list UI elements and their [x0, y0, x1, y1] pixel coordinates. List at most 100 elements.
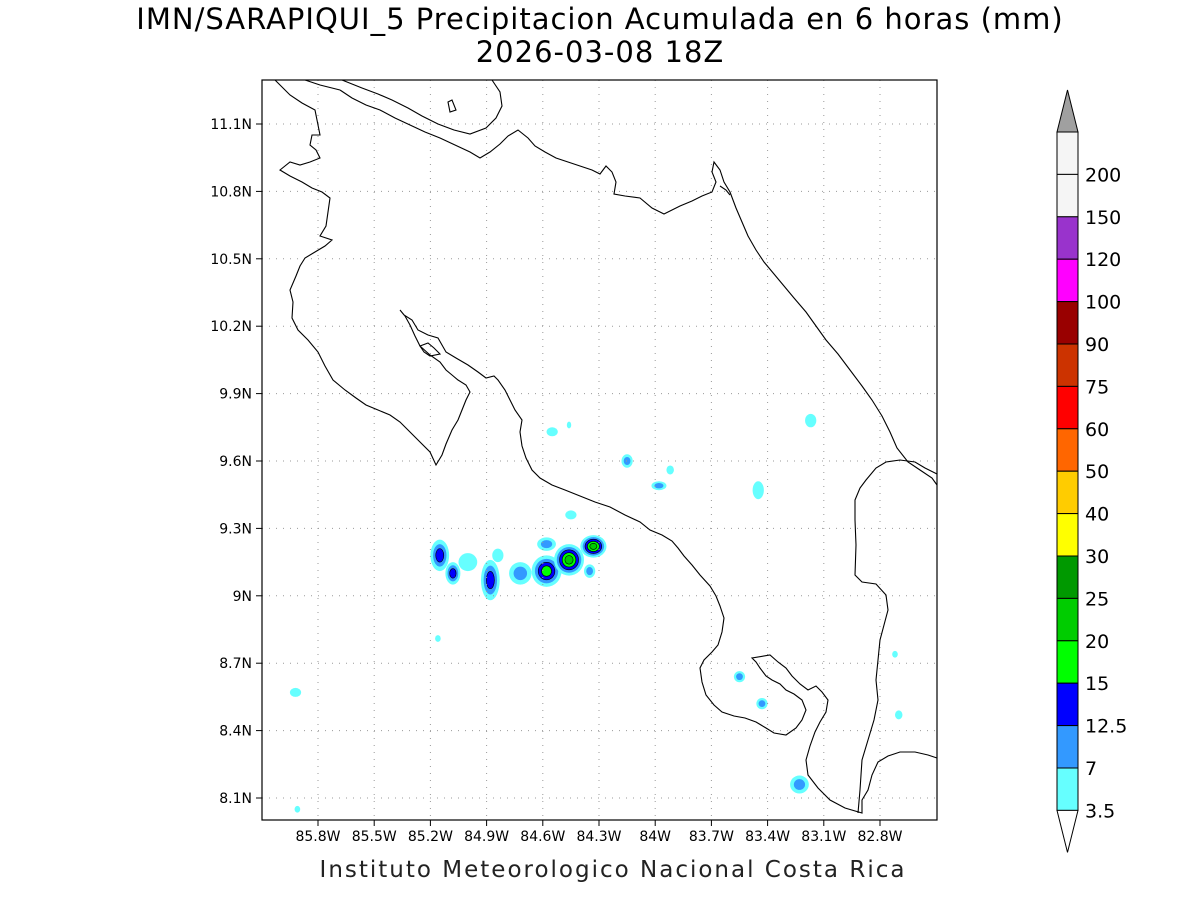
rain-cell [651, 481, 667, 491]
island-north [447, 99, 457, 113]
rain-contour-level-3 [486, 571, 495, 590]
costa-rica-coastline-north [274, 79, 938, 814]
rain-contour-level-3 [435, 548, 445, 563]
map-subtitle-date: 2026-03-08 18Z [475, 35, 725, 69]
rain-contour-level-1 [892, 650, 898, 658]
colorbar-label: 75 [1085, 376, 1109, 398]
colorbar-label: 7 [1085, 758, 1097, 780]
lat-tick-label: 8.1N [219, 791, 252, 807]
colorbar-segment [1056, 725, 1079, 769]
rain-contour-level-1 [458, 553, 478, 572]
lat-tick-label: 10.8N [210, 184, 252, 200]
rain-cell [565, 510, 577, 520]
colorbar-segment [1056, 216, 1079, 260]
rain-cell [584, 564, 596, 578]
colorbar-segment [1056, 343, 1079, 387]
rain-cell [546, 427, 558, 437]
colorbar-label: 150 [1085, 207, 1121, 229]
lon-tick-label: 85.8W [295, 829, 340, 845]
lat-tick-label: 9.6N [219, 454, 252, 470]
colorbar-label: 60 [1085, 419, 1109, 441]
lon-tick-label: 83.7W [689, 829, 734, 845]
colorbar-segment [1056, 555, 1079, 599]
colorbar-segment [1056, 640, 1079, 684]
colorbar-segment [1056, 470, 1079, 515]
rain-cell [554, 544, 585, 576]
lat-tick-label: 8.7N [219, 656, 252, 672]
northern-sea-outline [341, 79, 503, 135]
map-title: IMN/SARAPIQUI_5 Precipitacion Acumulada … [136, 2, 1064, 36]
island-osa-lake [719, 185, 731, 196]
colorbar: 3.5 7 12.5 15 20 25 30 40 50 60 75 90 100 120 150 200 [1056, 89, 1127, 853]
lon-tick-label: 85.5W [352, 829, 397, 845]
graticule [262, 80, 937, 820]
rain-contour-level-1 [894, 710, 903, 720]
rain-contour-level-5 [564, 555, 574, 565]
rain-contour-level-1 [289, 687, 302, 697]
colorbar-segment [1056, 682, 1079, 727]
lat-tick-label: 8.4N [219, 724, 252, 740]
lon-tick-label: 84W [639, 829, 671, 845]
colorbar-label: 200 [1085, 164, 1121, 186]
lon-tick-label: 82.8W [857, 829, 902, 845]
colorbar-segment [1056, 513, 1079, 557]
island-chira [419, 342, 442, 357]
colorbar-under-triangle [1056, 809, 1079, 853]
rain-cell [805, 413, 817, 428]
rain-contour-level-1 [566, 421, 572, 429]
rain-cell [289, 687, 302, 697]
rain-contour-level-2 [758, 700, 766, 708]
rain-cell [480, 559, 500, 601]
colorbar-label: 3.5 [1085, 800, 1115, 822]
colorbar-label: 90 [1085, 334, 1109, 356]
axis-labels: 85.8W 85.5W 85.2W 84.9W 84.6W 84.3W 84W 83.7W 83… [210, 117, 902, 845]
rain-contour-level-1 [546, 427, 558, 437]
rain-cell [445, 562, 461, 585]
rain-cell [621, 454, 633, 468]
colorbar-segment [1056, 428, 1079, 472]
rain-contour-level-3 [449, 568, 457, 579]
coastline [274, 79, 938, 814]
colorbar-segment [1056, 385, 1079, 430]
lat-tick-label: 10.5N [210, 252, 252, 268]
colorbar-label: 40 [1085, 504, 1109, 526]
lon-tick-label: 83.4W [745, 829, 790, 845]
rain-contour-level-1 [805, 413, 817, 428]
rain-contour-level-2 [586, 567, 594, 576]
colorbar-segment [1056, 597, 1079, 642]
colorbar-segment [1056, 258, 1079, 303]
lon-tick-label: 84.9W [464, 829, 509, 845]
rain-cell [294, 805, 301, 813]
rain-cell [580, 535, 607, 558]
colorbar-segment [1056, 767, 1079, 811]
lat-tick-label: 9N [233, 589, 252, 605]
colorbar-label: 50 [1085, 461, 1109, 483]
rain-cell [790, 775, 809, 794]
rain-cell [666, 465, 674, 475]
rain-contour-level-1 [492, 548, 504, 563]
plot-frame [261, 79, 938, 821]
rain-contour-level-1 [666, 465, 674, 475]
rain-contour-level-2 [736, 673, 743, 681]
rain-contour-level-2 [793, 779, 806, 790]
lon-tick-label: 84.6W [520, 829, 565, 845]
rain-contour-level-2 [623, 456, 631, 466]
lon-tick-label: 83.1W [801, 829, 846, 845]
lat-tick-label: 10.2N [210, 319, 252, 335]
rain-cell [531, 555, 562, 587]
rain-cell [509, 562, 532, 585]
lon-tick-label: 84.3W [576, 829, 621, 845]
colorbar-segment [1056, 131, 1079, 175]
rain-contour-level-1 [294, 805, 301, 813]
rain-cell [752, 481, 764, 500]
rain-cell [458, 553, 478, 572]
colorbar-label: 25 [1085, 588, 1109, 610]
rain-contour-level-4 [541, 565, 552, 577]
panama-border [854, 459, 938, 814]
rain-cell [892, 650, 898, 658]
rain-contour-level-2 [513, 566, 528, 581]
rain-contour-level-2 [654, 483, 664, 489]
lon-tick-label: 85.2W [408, 829, 453, 845]
